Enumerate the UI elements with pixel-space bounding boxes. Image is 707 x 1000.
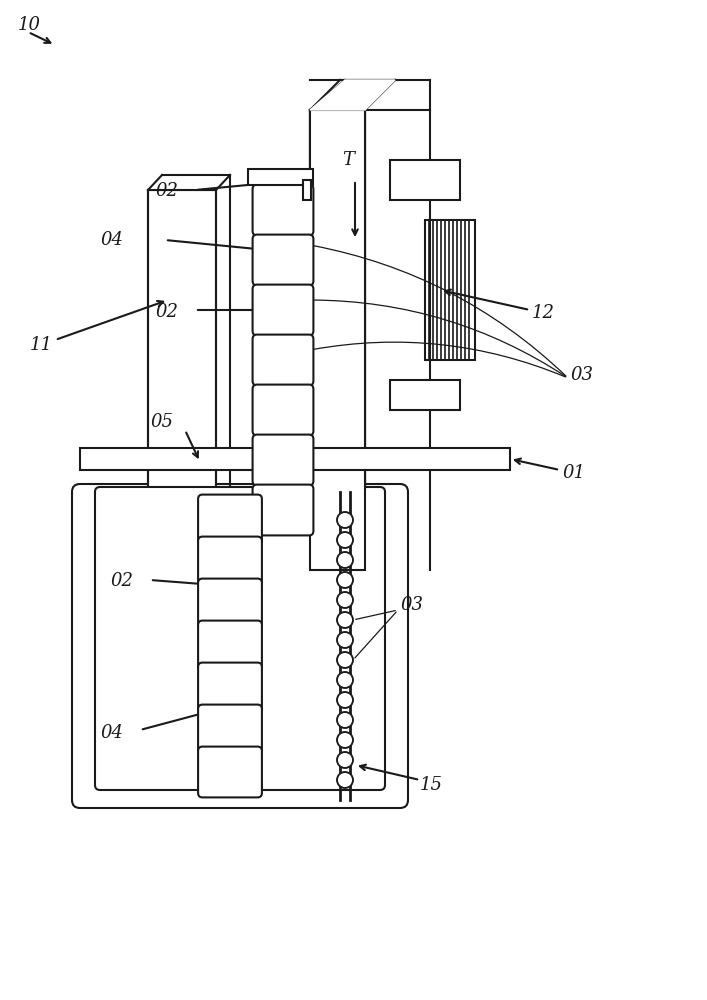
Polygon shape bbox=[340, 80, 440, 570]
FancyBboxPatch shape bbox=[252, 185, 313, 235]
FancyBboxPatch shape bbox=[252, 335, 313, 385]
Circle shape bbox=[337, 712, 353, 728]
Polygon shape bbox=[148, 175, 230, 190]
FancyBboxPatch shape bbox=[198, 495, 262, 545]
Circle shape bbox=[337, 672, 353, 688]
Circle shape bbox=[337, 552, 353, 568]
Text: 03: 03 bbox=[570, 366, 593, 384]
Circle shape bbox=[337, 592, 353, 608]
FancyBboxPatch shape bbox=[198, 705, 262, 755]
Circle shape bbox=[337, 632, 353, 648]
Bar bbox=[310, 110, 365, 570]
Bar bbox=[390, 160, 460, 200]
Text: 02: 02 bbox=[155, 303, 178, 321]
FancyBboxPatch shape bbox=[198, 747, 262, 797]
Text: 04: 04 bbox=[100, 724, 123, 742]
FancyBboxPatch shape bbox=[252, 435, 313, 485]
Text: T: T bbox=[342, 151, 354, 169]
Text: 11: 11 bbox=[30, 336, 53, 354]
FancyBboxPatch shape bbox=[198, 579, 262, 629]
FancyBboxPatch shape bbox=[252, 385, 313, 435]
Text: 01: 01 bbox=[562, 464, 585, 482]
Bar bbox=[80, 448, 510, 470]
Text: 04: 04 bbox=[100, 231, 123, 249]
Circle shape bbox=[337, 612, 353, 628]
Circle shape bbox=[337, 572, 353, 588]
FancyBboxPatch shape bbox=[252, 235, 313, 285]
Circle shape bbox=[337, 652, 353, 668]
FancyBboxPatch shape bbox=[252, 485, 313, 535]
Bar bbox=[303, 180, 311, 200]
Polygon shape bbox=[310, 80, 395, 110]
Circle shape bbox=[337, 692, 353, 708]
Bar bbox=[390, 380, 460, 410]
Text: 02: 02 bbox=[155, 182, 178, 200]
FancyBboxPatch shape bbox=[198, 663, 262, 713]
FancyBboxPatch shape bbox=[95, 487, 385, 790]
Polygon shape bbox=[310, 80, 430, 570]
Text: 15: 15 bbox=[420, 776, 443, 794]
Bar bbox=[148, 190, 216, 520]
Circle shape bbox=[337, 532, 353, 548]
Text: 03: 03 bbox=[400, 596, 423, 614]
Circle shape bbox=[337, 732, 353, 748]
Text: 10: 10 bbox=[18, 16, 41, 34]
FancyBboxPatch shape bbox=[198, 621, 262, 671]
Circle shape bbox=[337, 512, 353, 528]
Bar bbox=[248, 169, 313, 185]
Text: 02: 02 bbox=[110, 572, 133, 590]
Text: 05: 05 bbox=[150, 413, 173, 431]
Text: 12: 12 bbox=[532, 304, 555, 322]
Circle shape bbox=[337, 772, 353, 788]
Bar bbox=[425, 220, 475, 360]
Polygon shape bbox=[310, 80, 395, 110]
Bar bbox=[310, 110, 365, 570]
FancyBboxPatch shape bbox=[252, 285, 313, 335]
FancyBboxPatch shape bbox=[198, 537, 262, 587]
Circle shape bbox=[337, 752, 353, 768]
FancyBboxPatch shape bbox=[72, 484, 408, 808]
